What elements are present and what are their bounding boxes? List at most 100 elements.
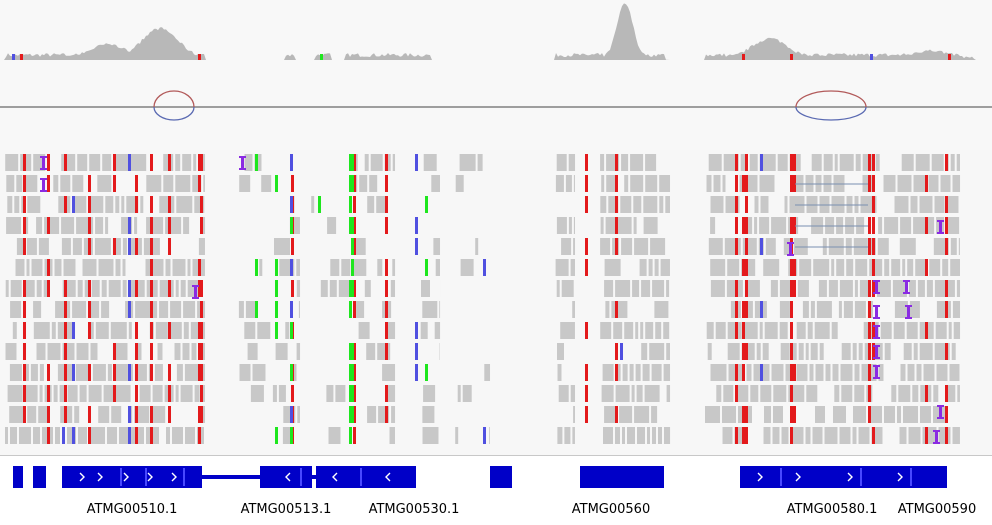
aligned-read-196 xyxy=(198,238,205,255)
aligned-read-595 xyxy=(722,406,736,423)
read-mismatch-40 xyxy=(113,154,116,171)
gene-label-atmg00580[interactable]: ATMG00580.1 xyxy=(786,502,878,517)
aligned-read-79 xyxy=(659,175,671,192)
read-mismatch-122 xyxy=(385,259,388,276)
aligned-read-517 xyxy=(949,364,960,381)
aligned-read-593 xyxy=(651,406,658,423)
read-mismatch-249 xyxy=(290,427,293,444)
read-mismatch-185 xyxy=(790,322,793,339)
aligned-read-296 xyxy=(180,280,186,297)
aligned-read-628 xyxy=(389,427,395,444)
read-mismatch-157 xyxy=(735,427,738,444)
aligned-read-648 xyxy=(781,427,789,444)
insertion-marker-3 xyxy=(192,285,199,299)
read-mismatch-84 xyxy=(198,406,201,423)
read-mismatch-294 xyxy=(415,217,418,234)
aligned-read-513 xyxy=(907,364,915,381)
gene-label-atmg00590[interactable]: ATMG00590 xyxy=(897,502,977,517)
aligned-read-372 xyxy=(952,301,961,318)
read-mismatch-60 xyxy=(150,259,153,276)
read-mismatch-67 xyxy=(150,427,153,444)
alignment-track[interactable] xyxy=(0,150,992,456)
aligned-read-122 xyxy=(659,196,664,213)
aligned-read-541 xyxy=(385,385,396,402)
aligned-read-64 xyxy=(239,175,251,192)
aligned-read-163 xyxy=(605,217,616,234)
strand-arrow-7 xyxy=(847,472,853,482)
aligned-read-111 xyxy=(176,196,193,213)
read-mismatch-25 xyxy=(64,322,67,339)
read-mismatch-15 xyxy=(47,259,50,276)
read-mismatch-121 xyxy=(385,217,388,234)
aligned-read-266 xyxy=(831,259,835,276)
gene-label-atmg00530[interactable]: ATMG00530.1 xyxy=(368,502,460,517)
aligned-read-337 xyxy=(72,301,87,318)
aligned-read-577 xyxy=(98,406,110,423)
aligned-read-432 xyxy=(182,343,190,360)
aligned-read-271 xyxy=(884,259,890,276)
aligned-read-353 xyxy=(439,301,441,318)
aligned-read-662 xyxy=(952,427,960,444)
aligned-read-650 xyxy=(805,427,811,444)
read-mismatch-154 xyxy=(735,322,738,339)
read-mismatch-288 xyxy=(290,154,293,171)
insertion-marker-14 xyxy=(787,242,794,256)
gene-label-atmg00510[interactable]: ATMG00510.1 xyxy=(86,502,178,517)
aligned-read-30 xyxy=(645,154,657,171)
read-mismatch-17 xyxy=(47,364,50,381)
aligned-read-437 xyxy=(296,343,301,360)
aligned-read-377 xyxy=(90,322,94,339)
aligned-read-187 xyxy=(38,238,49,255)
aligned-read-404 xyxy=(715,322,726,339)
aligned-read-206 xyxy=(634,238,649,255)
aligned-read-547 xyxy=(601,385,614,402)
read-mismatch-216 xyxy=(872,322,875,339)
read-mismatch-132 xyxy=(585,238,588,255)
aligned-read-197 xyxy=(274,238,290,255)
read-mismatch-11 xyxy=(23,406,26,423)
aligned-read-617 xyxy=(89,427,105,444)
gene-annotation-track[interactable] xyxy=(0,456,992,525)
junction-arc-plus-1 xyxy=(795,90,867,108)
read-mismatch-63 xyxy=(150,322,153,339)
aligned-read-265 xyxy=(813,259,830,276)
aligned-read-634 xyxy=(572,427,575,444)
gene-label-atmg00560[interactable]: ATMG00560 xyxy=(571,502,651,517)
read-mismatch-176 xyxy=(745,406,748,423)
aligned-read-317 xyxy=(770,280,778,297)
aligned-read-287 xyxy=(91,280,100,297)
read-mismatch-96 xyxy=(291,175,294,192)
aligned-read-154 xyxy=(165,217,182,234)
aligned-read-120 xyxy=(633,196,642,213)
read-mismatch-234 xyxy=(945,427,948,444)
aligned-read-613 xyxy=(55,427,60,444)
aligned-read-420 xyxy=(948,322,952,339)
strand-arrow-4 xyxy=(171,472,177,482)
read-mismatch-123 xyxy=(385,280,388,297)
aligned-read-311 xyxy=(641,280,651,297)
aligned-read-17 xyxy=(364,154,369,171)
read-mismatch-246 xyxy=(290,322,293,339)
aligned-read-406 xyxy=(743,322,758,339)
read-mismatch-54 xyxy=(135,406,138,423)
aligned-read-251 xyxy=(460,259,474,276)
read-mismatch-46 xyxy=(135,175,138,192)
read-mismatch-254 xyxy=(349,217,352,234)
junction-arc-plus-0 xyxy=(153,90,195,108)
coverage-track[interactable] xyxy=(0,0,992,61)
read-mismatch-299 xyxy=(483,259,486,276)
aligned-read-235 xyxy=(145,259,151,276)
gene-label-atmg00513[interactable]: ATMG00513.1 xyxy=(240,502,332,517)
aligned-read-441 xyxy=(557,343,564,360)
insertion-marker-11 xyxy=(937,220,944,234)
aligned-read-600 xyxy=(833,406,846,423)
aligned-read-508 xyxy=(840,364,853,381)
exon-boundary-1 xyxy=(145,468,147,486)
junction-track[interactable] xyxy=(0,60,992,151)
aligned-read-433 xyxy=(191,343,197,360)
aligned-read-332 xyxy=(947,280,955,297)
aligned-read-474 xyxy=(107,364,112,381)
aligned-read-258 xyxy=(660,259,670,276)
read-mismatch-191 xyxy=(793,154,796,171)
aligned-read-205 xyxy=(621,238,633,255)
